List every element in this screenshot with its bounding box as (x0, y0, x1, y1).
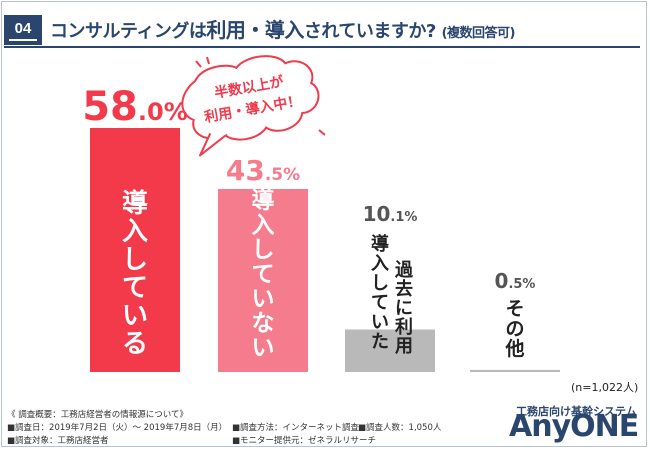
survey-date: ■調査日：2019年7月2日（火）～ 2019年7月8日（月） (7, 423, 228, 433)
value-label-2: 43.5% (226, 154, 300, 187)
title-note: (複数回答可) (441, 26, 516, 41)
callout-bubble-shape (181, 55, 320, 141)
bar-3 (345, 329, 435, 372)
callout-accent-3 (318, 129, 326, 136)
category-label-4: その他 (504, 298, 524, 360)
survey-target: ■調査対象：工務店経営者 (7, 436, 109, 446)
bar-4 (470, 369, 560, 372)
category-label-2: 導入していない (252, 187, 275, 361)
survey-overview: 《 調査概要：工務店経営者の情報源について》 (7, 410, 188, 420)
brand-logo: AnyONE (509, 409, 639, 444)
bar-1 (90, 128, 180, 372)
value-label-3: 10.1% (363, 202, 418, 226)
value-label-1: 58.0% (82, 84, 188, 130)
survey-method: ■調査方法：インターネット調査 (232, 423, 360, 433)
title-part-b: 利用・導入 (206, 18, 304, 42)
brand-subtitle: 工務店向け基幹システム (516, 405, 637, 418)
bar-2 (218, 189, 308, 372)
category-label-1: 導入している (122, 188, 148, 359)
question-title: コンサルティングは利用・導入されていますか? (複数回答可) (50, 16, 516, 48)
callout-accent-1 (195, 60, 202, 68)
sample-size: (n=1,022人) (571, 381, 639, 394)
title-part-a: コンサルティングは (50, 21, 207, 42)
title-rule (4, 46, 640, 48)
category-label-3-col-right: 過去に利用 (395, 260, 414, 357)
badge-underline (9, 39, 37, 41)
callout-accent-2 (206, 56, 210, 65)
bars-layer: 58.0% 43.5% 10.1% 0.5% 導入している 導入していない 過去に利用導入し… (82, 84, 560, 372)
title-part-c: されていますか? (303, 21, 436, 42)
survey-people: ■調査人数：1,050人 (358, 423, 442, 433)
callout-tail (199, 132, 228, 157)
callout-bubble: 半数以上が 利用・導入中！ (181, 55, 320, 157)
value-label-4: 0.5% (495, 269, 536, 293)
survey-provider: ■モニター提供元：ゼネラルリサーチ (232, 436, 377, 446)
category-label-3-col-left: 導入していた (371, 233, 389, 353)
